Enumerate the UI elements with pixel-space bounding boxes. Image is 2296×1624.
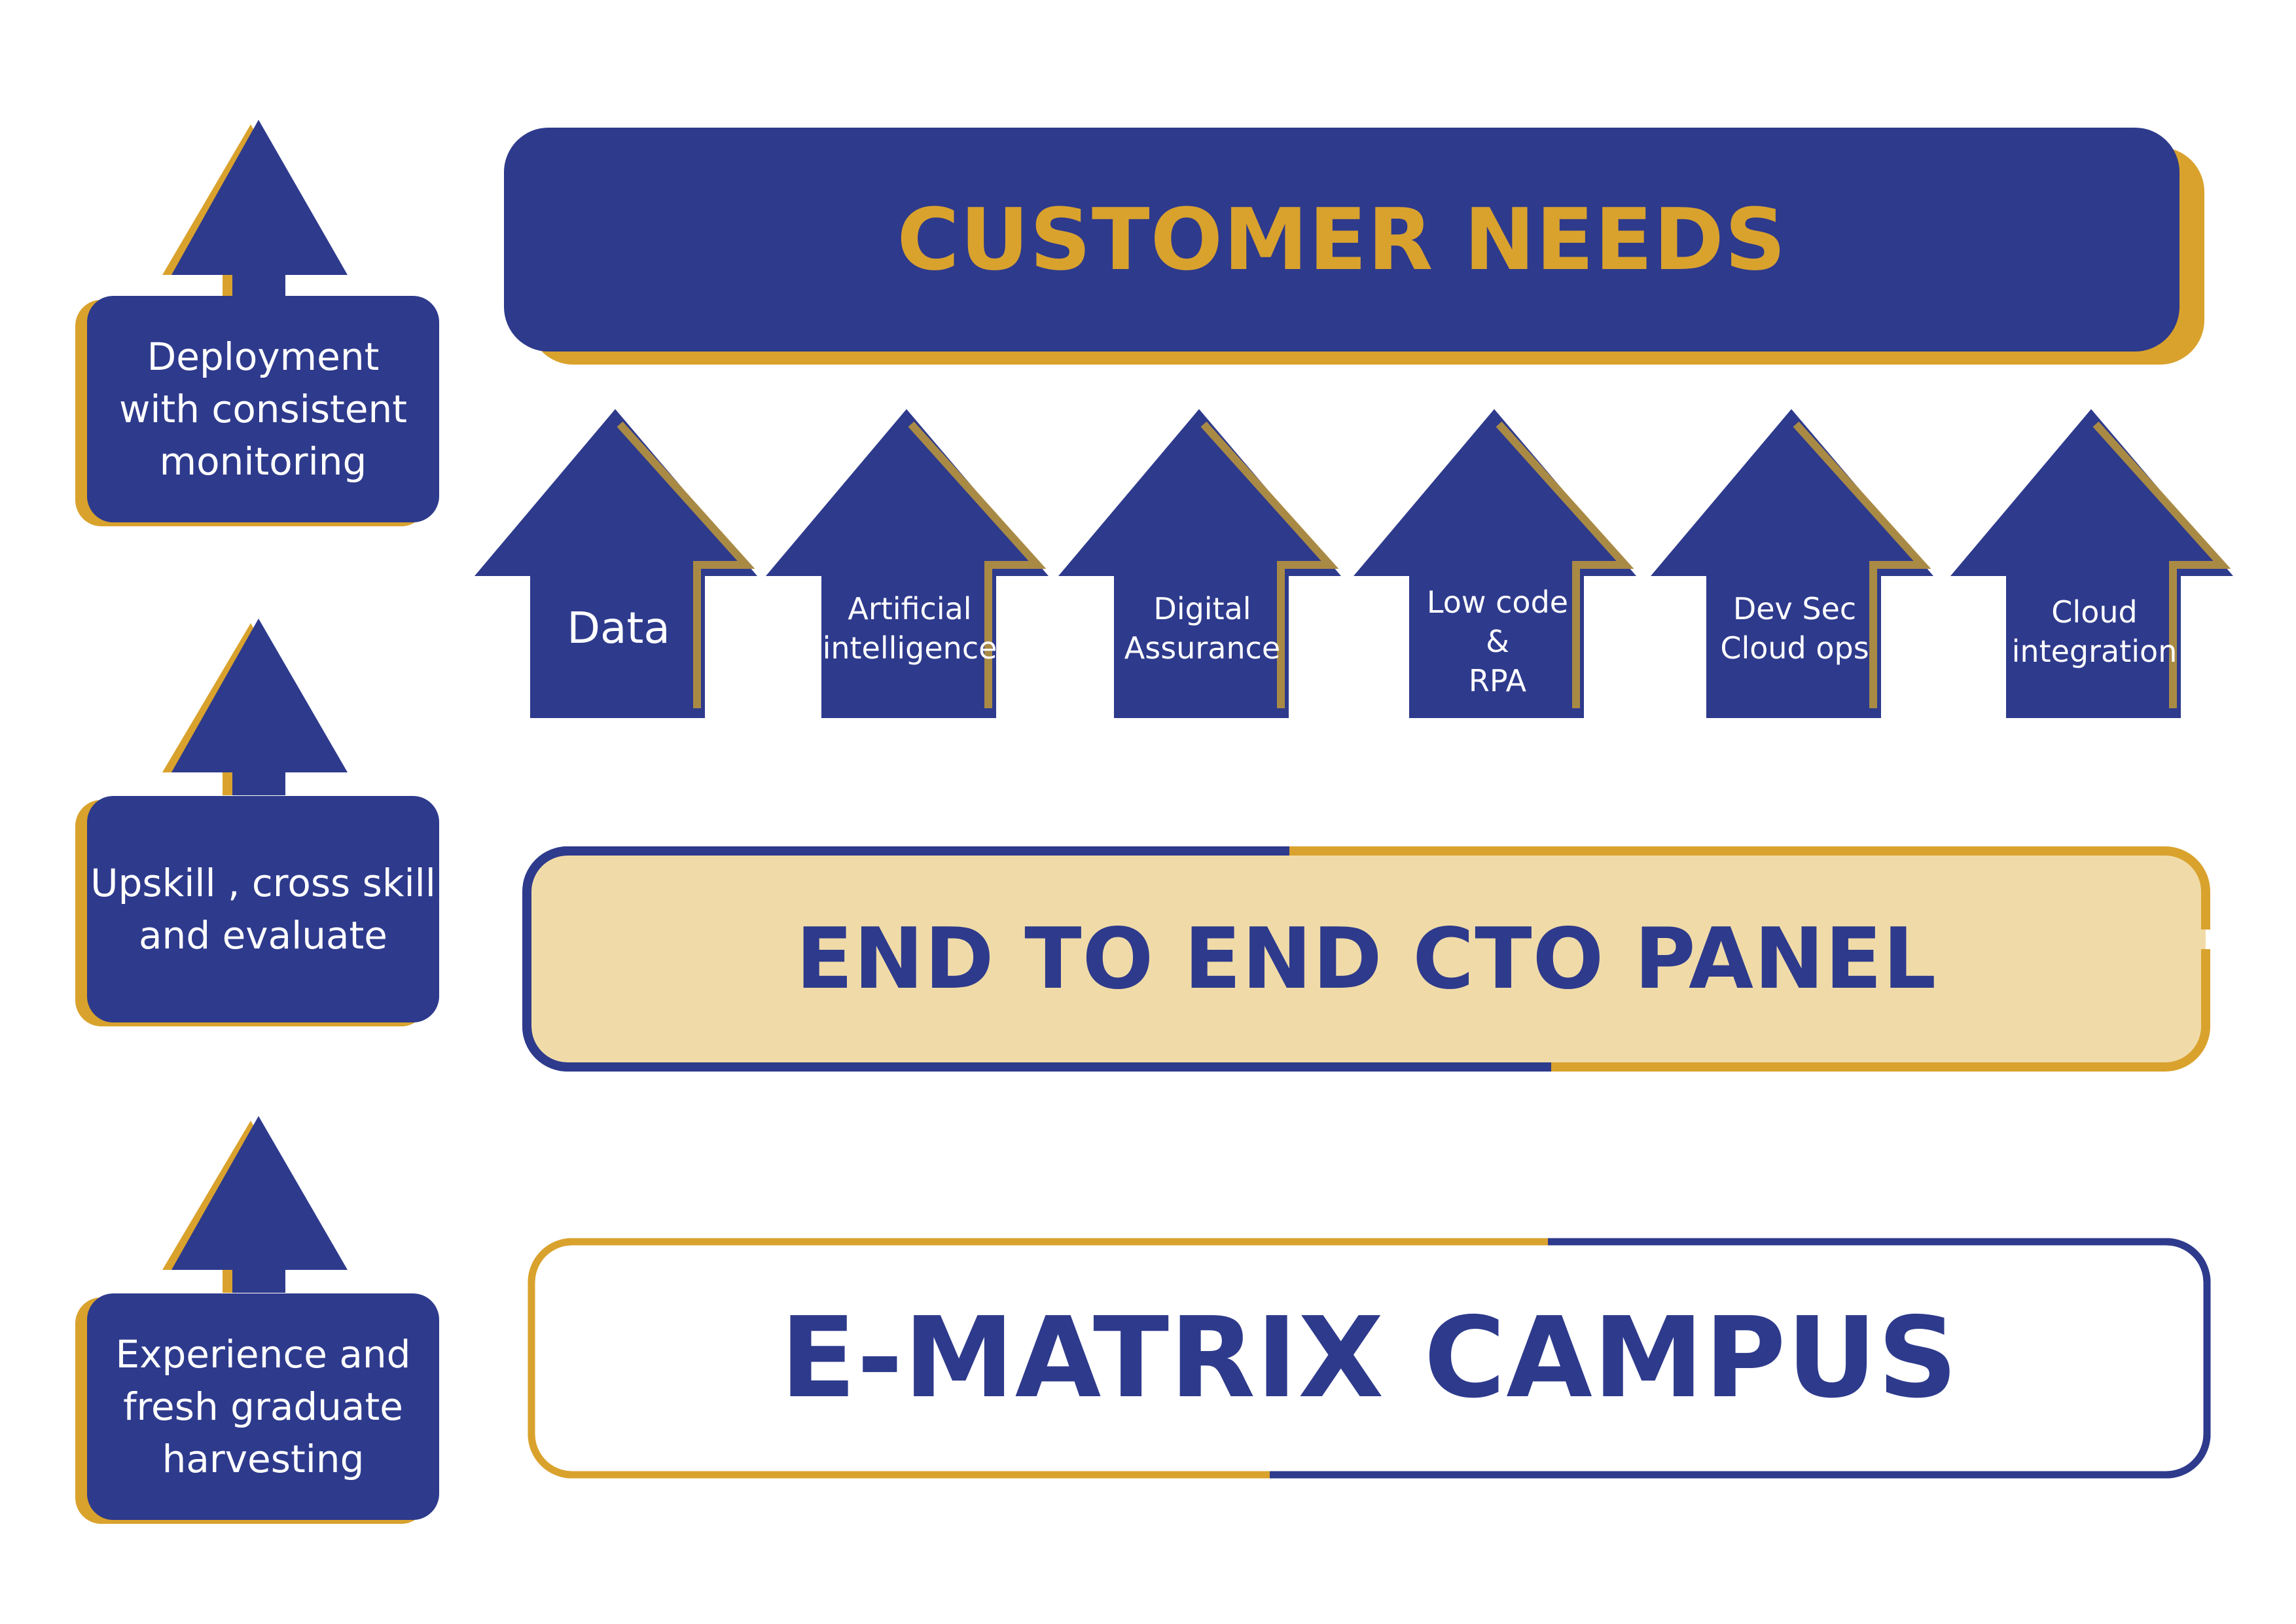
customer-needs-bar bbox=[504, 128, 2179, 352]
capability-label-3: Digital Assurance bbox=[1124, 591, 1281, 666]
capability-label-1: Data bbox=[567, 603, 670, 653]
capability-arrow-1 bbox=[475, 409, 757, 718]
cto-panel-left-edge bbox=[522, 846, 568, 1072]
capability-arrow-4 bbox=[1354, 409, 1636, 718]
cto-panel-border-gold-top bbox=[1289, 846, 2210, 929]
customer-needs-label: CUSTOMER NEEDS bbox=[897, 190, 1787, 289]
side-box-3 bbox=[87, 1293, 439, 1520]
capability-arrow-4-highlight bbox=[1496, 421, 1634, 708]
side-arrow-3 bbox=[171, 1116, 348, 1293]
capability-label-5: Dev Sec Cloud ops bbox=[1720, 591, 1869, 666]
campus-banner bbox=[528, 1238, 2211, 1479]
side-step-3 bbox=[75, 1116, 439, 1524]
campus-border-gold-top bbox=[528, 1238, 1548, 1322]
campus-label: E-MATRIX CAMPUS bbox=[780, 1293, 1959, 1423]
capability-arrow-3-highlight bbox=[1200, 421, 1339, 708]
campus-left-edge bbox=[528, 1238, 573, 1479]
side-step-1 bbox=[75, 120, 439, 526]
capability-arrow-6-shape bbox=[1950, 409, 2233, 718]
capability-arrows bbox=[475, 409, 2233, 718]
campus-fill bbox=[531, 1242, 2207, 1475]
side-arrow-2 bbox=[171, 619, 348, 795]
capability-arrow-1-highlight bbox=[617, 421, 755, 708]
capability-arrow-3-shape bbox=[1058, 409, 1341, 718]
capability-arrow-3 bbox=[1058, 409, 1341, 718]
cto-panel-fill bbox=[527, 851, 2206, 1067]
capability-arrow-2 bbox=[766, 409, 1049, 718]
cto-panel-label: END TO END CTO PANEL bbox=[795, 910, 1937, 1008]
side-step-2 bbox=[75, 619, 439, 1026]
side-box-2 bbox=[87, 796, 439, 1022]
capability-arrow-6-highlight bbox=[2092, 421, 2231, 708]
capability-arrow-1-shape bbox=[475, 409, 757, 718]
capability-arrow-4-shape bbox=[1354, 409, 1636, 718]
side-step-label-3: Experience and fresh graduate harvesting bbox=[115, 1332, 411, 1481]
side-step-label-2: Upskill , cross skill and evaluate bbox=[90, 861, 436, 958]
capability-label-4: Low code & RPA bbox=[1426, 585, 1569, 698]
cto-panel-banner bbox=[522, 846, 2210, 1072]
capability-arrow-5-shape bbox=[1651, 409, 1933, 718]
side-box-1 bbox=[87, 296, 439, 522]
capability-arrow-5-highlight bbox=[1793, 421, 1931, 708]
side-step-label-1: Deployment with consistent monitoring bbox=[118, 334, 408, 484]
customer-needs-banner bbox=[504, 128, 2204, 365]
campus-right-edge bbox=[2166, 1238, 2211, 1479]
side-arrow-1 bbox=[171, 120, 348, 298]
cto-panel-border-navy-bottom bbox=[522, 1008, 1551, 1072]
capability-label-2: Artificial intelligence bbox=[822, 591, 997, 666]
capability-arrow-2-shape bbox=[766, 409, 1049, 718]
campus-border-navy-bottom bbox=[1270, 1375, 2211, 1479]
capability-arrow-5 bbox=[1651, 409, 1933, 718]
cto-panel-border-gold-bottom bbox=[1551, 949, 2210, 1072]
capability-arrow-2-highlight bbox=[908, 421, 1047, 708]
capability-arrow-6 bbox=[1950, 409, 2233, 718]
capability-label-6: Cloud integration bbox=[2011, 594, 2178, 669]
